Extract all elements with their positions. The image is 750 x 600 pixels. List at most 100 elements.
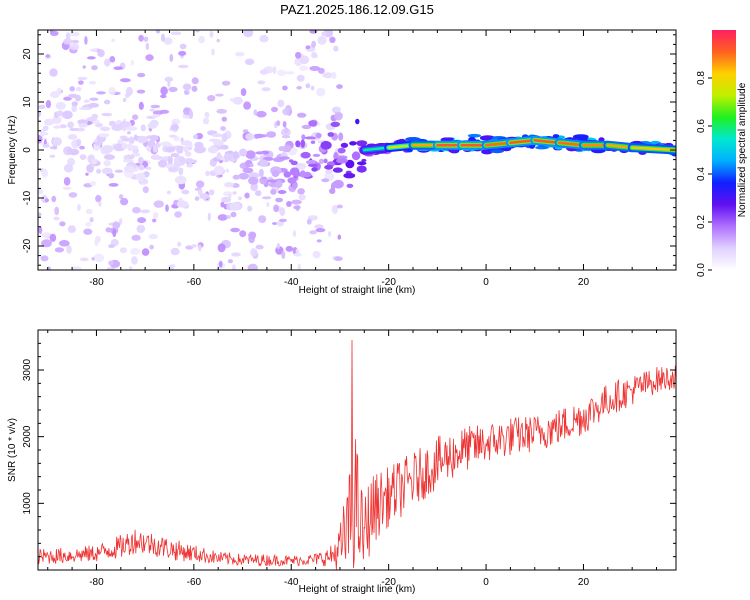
x-tick-label: -60 (187, 577, 202, 588)
noise-blob (295, 248, 300, 254)
ridge-blob (129, 154, 135, 160)
noise-blob (299, 55, 310, 65)
y-tick-label: 0 (22, 147, 33, 153)
ridge-blob (467, 133, 481, 138)
ridge-blob (140, 124, 146, 132)
noise-blob (207, 212, 211, 221)
noise-blob (85, 222, 92, 227)
noise-blob (108, 244, 115, 249)
noise-blob (281, 250, 286, 259)
ridge-blob (327, 132, 335, 137)
ridge-blob (239, 148, 247, 157)
noise-blob (91, 257, 95, 261)
ridge-blob (197, 189, 203, 196)
noise-blob (325, 169, 333, 174)
ridge-blob (147, 139, 156, 148)
ridge-blob (170, 153, 180, 158)
noise-blob (334, 111, 343, 121)
noise-blob (112, 228, 117, 238)
ridge-blob (154, 142, 161, 148)
noise-blob (49, 30, 54, 33)
noise-blob (209, 30, 214, 38)
noise-blob (331, 204, 339, 214)
spectrogram-x-axis: -80 -60 -40 -20 0 20 (47, 30, 658, 288)
y-tick-label: 10 (22, 96, 33, 108)
noise-blob (108, 183, 119, 187)
noise-blob (297, 188, 305, 195)
ridge-blob (91, 158, 98, 165)
ridge-blob (53, 125, 62, 129)
noise-blob (91, 65, 98, 71)
x-tick-label: -40 (284, 577, 299, 588)
ridge-blob (88, 102, 99, 108)
ridge-blob (211, 133, 223, 138)
noise-blob (228, 193, 232, 200)
ridge-blob (67, 121, 74, 129)
noise-blob (317, 67, 325, 74)
noise-blob (226, 215, 231, 219)
noise-blob (229, 98, 235, 102)
ridge-blob (270, 189, 277, 195)
ridge-blob (149, 108, 155, 112)
noise-blob (63, 177, 71, 186)
ridge-blob (184, 151, 192, 157)
ridge-blob (208, 189, 215, 196)
ridge-blob (245, 150, 256, 159)
noise-blob (315, 228, 326, 233)
ridge-blob (324, 164, 333, 170)
noise-blob (108, 172, 115, 179)
noise-blob (130, 248, 141, 255)
ridge-blob (101, 167, 113, 175)
ridge-blob (282, 144, 292, 153)
spectrogram-heatmap (38, 30, 676, 270)
snr-y-label: SNR (10 * v/v) (7, 418, 18, 482)
noise-blob (143, 36, 149, 42)
ridge-blob (121, 143, 128, 149)
noise-blob (113, 66, 123, 70)
ridge-blob (77, 119, 89, 125)
noise-blob (169, 53, 174, 62)
noise-blob (312, 250, 321, 259)
ridge-blob (119, 135, 128, 139)
noise-blob (45, 100, 52, 109)
noise-blob (272, 222, 278, 225)
ridge-blob (308, 120, 318, 127)
noise-blob (218, 260, 223, 268)
noise-blob (137, 217, 147, 224)
ridge-blob (180, 140, 193, 146)
noise-blob (182, 83, 192, 91)
ridge-blob (52, 137, 62, 146)
colorbar-tick-label: 0.8 (696, 71, 707, 85)
noise-blob (152, 212, 159, 219)
ridge-blob (188, 110, 194, 119)
noise-blob (337, 234, 342, 240)
noise-blob (334, 256, 343, 262)
noise-blob (292, 230, 297, 238)
ridge-blob (315, 132, 322, 139)
ridge-blob (68, 148, 80, 156)
ridge-blob (111, 124, 123, 131)
noise-blob (82, 65, 86, 69)
noise-blob (314, 224, 324, 229)
ridge-blob (164, 146, 176, 152)
ridge-blob (481, 149, 493, 155)
ridge-blob (323, 158, 328, 164)
ridge-blob (349, 141, 357, 146)
snr-x-label: Height of straight line (km) (299, 584, 416, 595)
snr-panel: -80 -60 -40 -20 0 20 1000 2000 3000 Height of s… (7, 329, 677, 595)
noise-blob (120, 197, 129, 206)
ridge-blob (166, 190, 172, 195)
noise-blob (55, 102, 66, 110)
ridge-blob (221, 133, 228, 142)
noise-blob (323, 30, 334, 38)
noise-blob (119, 247, 127, 254)
noise-blob (244, 192, 250, 199)
noise-blob (51, 195, 57, 203)
noise-blob (297, 263, 302, 270)
ridge-blob (232, 151, 240, 160)
ridge-blob (138, 156, 144, 164)
noise-blob (322, 72, 334, 79)
noise-blob (167, 81, 171, 88)
ridge-blob (176, 145, 184, 154)
noise-blob (232, 96, 243, 105)
